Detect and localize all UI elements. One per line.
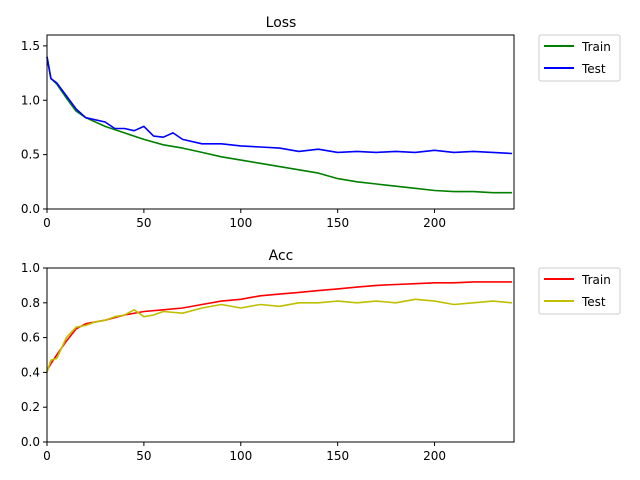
acc-y-tick-label: 0.4	[21, 365, 40, 379]
loss-y-tick-label: 0.5	[21, 148, 40, 162]
acc-x-tick-label: 200	[423, 449, 446, 463]
loss-x-ticks: 0 50 100 150 200	[43, 209, 446, 230]
acc-y-tick-label: 0.0	[21, 435, 40, 449]
acc-x-tick-label: 100	[229, 449, 252, 463]
loss-legend: Train Test	[538, 34, 621, 82]
acc-series-test-line	[46, 298, 513, 373]
loss-plot-area	[46, 56, 513, 194]
loss-x-tick-label: 0	[43, 216, 51, 230]
acc-y-tick-label: 0.8	[21, 296, 40, 310]
acc-x-tick-label: 0	[43, 449, 51, 463]
loss-y-tick-label: 0.0	[21, 202, 40, 216]
acc-legend-test-label: Test	[581, 295, 606, 309]
acc-x-ticks: 0 50 100 150 200	[43, 442, 446, 463]
acc-chart: Acc 0 50 100 150 200 0.0 0.2 0.4 0.6 0.8 1.0 Trai…	[21, 248, 621, 463]
acc-plot-area	[46, 281, 513, 373]
acc-legend: Train Test	[538, 267, 621, 315]
loss-series-test-line	[46, 56, 513, 155]
loss-legend-train-label: Train	[581, 40, 611, 54]
acc-y-tick-label: 1.0	[21, 261, 40, 275]
loss-x-tick-label: 150	[326, 216, 349, 230]
acc-axes-frame	[46, 267, 515, 443]
loss-y-ticks: 0.0 0.5 1.0 1.5	[21, 39, 47, 216]
acc-x-tick-label: 50	[136, 449, 151, 463]
acc-legend-train-label: Train	[581, 273, 611, 287]
loss-x-tick-label: 100	[229, 216, 252, 230]
loss-y-tick-label: 1.5	[21, 39, 40, 53]
loss-x-tick-label: 50	[136, 216, 151, 230]
loss-axes-frame	[46, 34, 515, 210]
loss-legend-test-label: Test	[581, 62, 606, 76]
loss-chart-title: Loss	[266, 15, 297, 31]
acc-chart-title: Acc	[269, 248, 294, 264]
loss-chart: Loss 0 50 100 150 200 0.0 0.5 1.0 1.5 Train Tes…	[21, 15, 621, 230]
acc-y-tick-label: 0.6	[21, 331, 40, 345]
loss-y-tick-label: 1.0	[21, 93, 40, 107]
loss-x-tick-label: 200	[423, 216, 446, 230]
acc-y-tick-label: 0.2	[21, 400, 40, 414]
acc-y-ticks: 0.0 0.2 0.4 0.6 0.8 1.0	[21, 261, 47, 449]
acc-x-tick-label: 150	[326, 449, 349, 463]
